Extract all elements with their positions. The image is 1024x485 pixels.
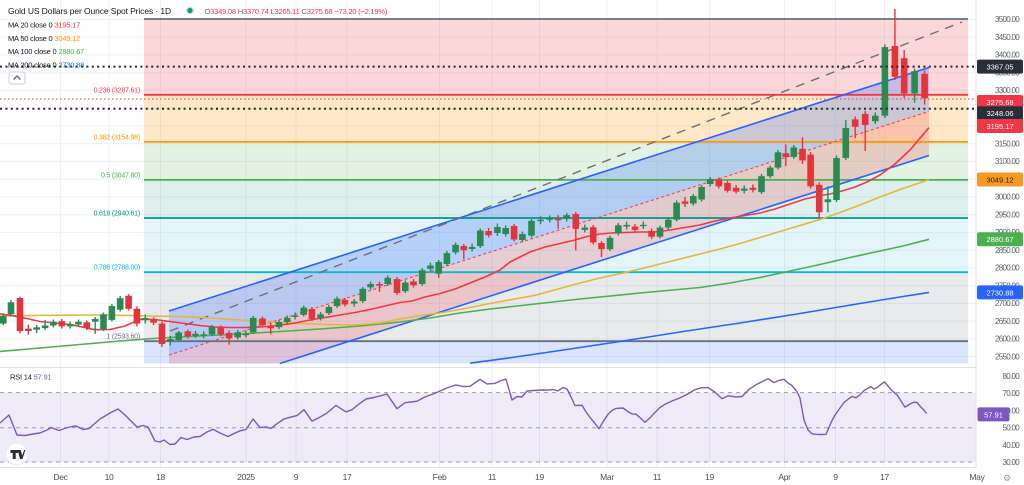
svg-text:Gold US Dollars per Ounce Spot: Gold US Dollars per Ounce Spot Prices · … bbox=[8, 6, 171, 16]
svg-text:2730.88: 2730.88 bbox=[986, 288, 1013, 297]
svg-text:9: 9 bbox=[833, 472, 838, 482]
svg-text:30.00: 30.00 bbox=[1002, 458, 1020, 467]
svg-text:3195.17: 3195.17 bbox=[986, 122, 1013, 131]
svg-text:80.00: 80.00 bbox=[1002, 372, 1020, 381]
svg-text:57.91: 57.91 bbox=[984, 410, 1003, 419]
svg-text:2600.00: 2600.00 bbox=[995, 335, 1020, 344]
svg-text:Apr: Apr bbox=[778, 472, 791, 482]
svg-text:3367.05: 3367.05 bbox=[986, 63, 1013, 72]
svg-text:2025: 2025 bbox=[237, 472, 255, 482]
svg-text:60.00: 60.00 bbox=[1002, 406, 1020, 415]
svg-text:10: 10 bbox=[105, 472, 114, 482]
svg-text:19: 19 bbox=[535, 472, 544, 482]
svg-text:3300.00: 3300.00 bbox=[995, 86, 1020, 95]
svg-text:MA 100 close 0 2880.67: MA 100 close 0 2880.67 bbox=[8, 47, 84, 56]
svg-text:19: 19 bbox=[705, 472, 714, 482]
svg-text:2700.00: 2700.00 bbox=[995, 299, 1020, 308]
svg-text:May: May bbox=[969, 472, 985, 482]
svg-text:2950.00: 2950.00 bbox=[995, 211, 1020, 220]
svg-text:50.00: 50.00 bbox=[1002, 424, 1020, 433]
svg-text:2850.00: 2850.00 bbox=[995, 246, 1020, 255]
svg-text:RSI 14 57.91: RSI 14 57.91 bbox=[10, 373, 51, 382]
svg-text:2800.00: 2800.00 bbox=[995, 264, 1020, 273]
svg-text:2550.00: 2550.00 bbox=[995, 352, 1020, 361]
svg-text:Feb: Feb bbox=[433, 472, 447, 482]
svg-text:Mar: Mar bbox=[600, 472, 614, 482]
svg-text:O3349.08 H3370.74 L3265.11 C32: O3349.08 H3370.74 L3265.11 C3275.68 −73.… bbox=[205, 7, 388, 16]
svg-text:17: 17 bbox=[880, 472, 889, 482]
svg-text:0.5 (3047.80): 0.5 (3047.80) bbox=[101, 172, 140, 179]
svg-text:40.00: 40.00 bbox=[1002, 441, 1020, 450]
svg-text:18: 18 bbox=[156, 472, 165, 482]
svg-text:3400.00: 3400.00 bbox=[995, 51, 1020, 60]
svg-text:0.236 (3287.61): 0.236 (3287.61) bbox=[94, 87, 140, 94]
svg-text:Dec: Dec bbox=[53, 472, 68, 482]
svg-text:MA 50 close 0 3049.12: MA 50 close 0 3049.12 bbox=[8, 34, 80, 43]
svg-text:3049.12: 3049.12 bbox=[986, 175, 1013, 184]
svg-text:2880.67: 2880.67 bbox=[986, 235, 1013, 244]
svg-text:3275.68: 3275.68 bbox=[986, 98, 1013, 107]
svg-text:3000.00: 3000.00 bbox=[995, 193, 1020, 202]
svg-text:0.618 (2940.61): 0.618 (2940.61) bbox=[94, 211, 140, 218]
svg-text:3150.00: 3150.00 bbox=[995, 140, 1020, 149]
svg-text:11: 11 bbox=[653, 472, 662, 482]
svg-text:70.00: 70.00 bbox=[1002, 389, 1020, 398]
svg-text:3248.06: 3248.06 bbox=[986, 109, 1013, 118]
svg-text:3100.00: 3100.00 bbox=[995, 157, 1020, 166]
svg-text:0.382 (3154.98): 0.382 (3154.98) bbox=[94, 134, 140, 141]
svg-text:17: 17 bbox=[343, 472, 352, 482]
svg-text:2650.00: 2650.00 bbox=[995, 317, 1020, 326]
svg-text:9: 9 bbox=[294, 472, 299, 482]
svg-text:⚙: ⚙ bbox=[1003, 473, 1011, 483]
svg-text:3500.00: 3500.00 bbox=[995, 15, 1020, 24]
svg-text:3450.00: 3450.00 bbox=[995, 33, 1020, 42]
svg-text:MA 200 close 0 2730.88: MA 200 close 0 2730.88 bbox=[8, 61, 84, 70]
svg-text:0.786 (2788.00): 0.786 (2788.00) bbox=[94, 265, 140, 272]
svg-text:1 (2593.60): 1 (2593.60) bbox=[106, 334, 140, 341]
svg-text:MA 20 close 0 3195.17: MA 20 close 0 3195.17 bbox=[8, 21, 80, 30]
svg-text:11: 11 bbox=[488, 472, 497, 482]
